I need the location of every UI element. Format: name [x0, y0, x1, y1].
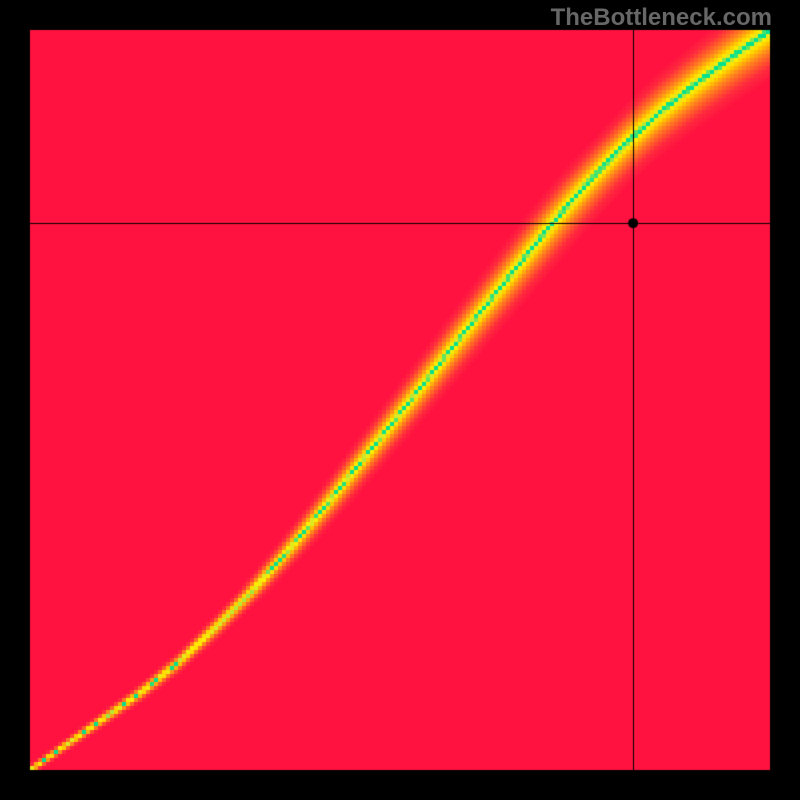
heatmap-canvas: [0, 0, 800, 800]
chart-container: TheBottleneck.com: [0, 0, 800, 800]
watermark-text: TheBottleneck.com: [551, 4, 772, 32]
